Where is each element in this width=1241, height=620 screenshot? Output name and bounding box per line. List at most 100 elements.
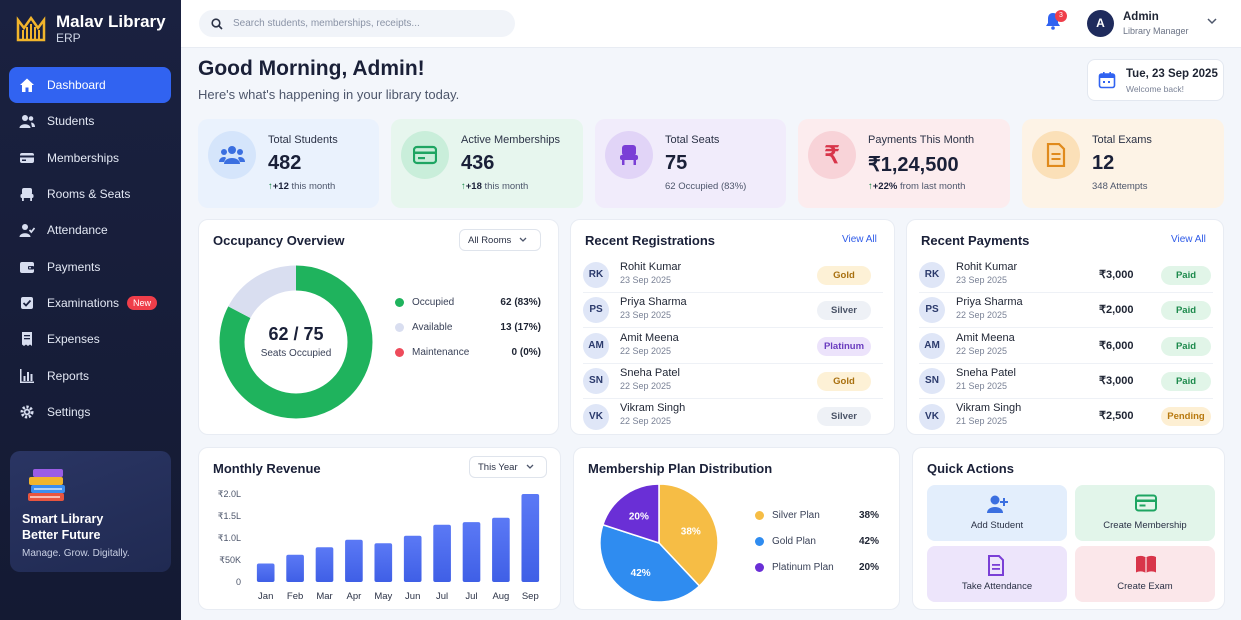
revenue-bar [315, 547, 334, 582]
arrow-up-icon: ↑ [868, 181, 873, 192]
payment-row[interactable]: AM Amit Meena 22 Sep 2025 ₹6,000 Paid [919, 329, 1213, 364]
sidebar-item-examinations[interactable]: Examinations New [9, 285, 171, 321]
payment-amount: ₹6,000 [1099, 339, 1134, 352]
stat-card-total-exams[interactable]: Total Exams 12 348 Attempts [1022, 119, 1224, 208]
chart-icon [20, 368, 34, 383]
sidebar-item-label: Reports [47, 368, 90, 383]
exam-icon [21, 296, 33, 309]
plan-badge: Gold [817, 371, 871, 391]
registration-row[interactable]: RK Rohit Kumar 23 Sep 2025 Gold [583, 258, 883, 293]
revenue-bar [345, 539, 363, 582]
chevron-down-icon[interactable] [1207, 18, 1217, 25]
registrations-title: Recent Registrations [585, 233, 716, 248]
sidebar-item-rooms-seats[interactable]: Rooms & Seats [9, 176, 171, 212]
x-tick-label: Apr [347, 591, 362, 602]
receipt-icon [22, 332, 32, 347]
avatar: RK [919, 262, 945, 288]
legend-occupied: Occupied 62 (83%) [395, 297, 541, 308]
pie-slice [601, 483, 660, 545]
users-icon [219, 146, 245, 164]
stat-card-active-memberships[interactable]: Active Memberships 436 ↑+18 this month [391, 119, 583, 208]
stat-delta: ↑+22% from last month [868, 181, 966, 192]
revenue-bar-chart: ₹2.0L ₹1.5L ₹1.0L ₹50K 0 Jan Feb Mar Apr May Jun Ju… [218, 489, 540, 602]
payment-date: 22 Sep 2025 [956, 345, 1008, 356]
sidebar-item-attendance[interactable]: Attendance [9, 212, 171, 248]
avatar: RK [583, 262, 609, 288]
legend-value: 38% [858, 510, 879, 521]
sidebar-item-payments[interactable]: Payments [9, 248, 171, 284]
plan-badge: Platinum [817, 336, 871, 356]
stat-label: Total Exams [1092, 134, 1152, 146]
student-name: Amit Meena [620, 331, 679, 344]
room-filter-dropdown[interactable]: All Rooms [459, 229, 541, 251]
stat-value: ₹1,24,500 [868, 154, 959, 176]
legend-label: Platinum Plan [772, 562, 834, 573]
payment-amount: ₹3,000 [1099, 374, 1134, 387]
occupancy-card: Occupancy Overview All Rooms 62 / 75 Sea… [198, 219, 559, 435]
user-plus-icon [987, 495, 1008, 513]
stat-card-payments-this-month[interactable]: ₹ Payments This Month ₹1,24,500 ↑+22% fr… [798, 119, 1010, 208]
registration-row[interactable]: PS Priya Sharma 23 Sep 2025 Silver [583, 293, 883, 329]
sidebar-item-label: Expenses [47, 332, 100, 347]
x-tick-label: Sep [522, 591, 539, 602]
sidebar-item-label: Students [47, 114, 95, 129]
registration-row[interactable]: VK Vikram Singh 22 Sep 2025 Silver [583, 399, 883, 434]
notification-count: 3 [1055, 10, 1067, 22]
avatar: VK [919, 403, 945, 430]
sidebar-item-settings[interactable]: Settings [9, 394, 171, 430]
pie-slice [599, 523, 701, 603]
card-icon [1135, 494, 1157, 512]
legend-dot [395, 348, 404, 357]
status-badge: Paid [1161, 266, 1211, 285]
donut-segment-available [219, 265, 373, 419]
wallet-icon [20, 261, 34, 273]
x-tick-label: Jul [436, 591, 448, 602]
stat-value: 75 [665, 152, 688, 174]
year-filter-dropdown[interactable]: This Year [469, 456, 547, 478]
occupancy-title: Occupancy Overview [213, 233, 345, 248]
payment-row[interactable]: VK Vikram Singh 21 Sep 2025 ₹2,500 Pending [919, 399, 1213, 434]
chevron-down-icon [519, 237, 527, 242]
revenue-bar [433, 524, 451, 582]
top-bar: Search students, memberships, receipts..… [181, 0, 1241, 48]
registration-date: 22 Sep 2025 [620, 380, 672, 391]
registrations-view-all-link[interactable]: View All [842, 234, 877, 245]
pie-legend-item: Silver Plan 38% [755, 510, 879, 521]
take-attendance-button[interactable]: Take Attendance [927, 546, 1067, 602]
sidebar-item-memberships[interactable]: Memberships [9, 140, 171, 176]
sidebar-item-label: Settings [47, 404, 91, 419]
sidebar-nav: Dashboard Students Memberships Rooms & S… [9, 67, 171, 430]
promo-tagline: Manage. Grow. Digitally. [22, 548, 130, 559]
sidebar-item-dashboard[interactable]: Dashboard [9, 67, 171, 104]
brand[interactable]: Malav Library ERP [14, 12, 166, 46]
avatar: AM [583, 332, 609, 359]
create-membership-button[interactable]: Create Membership [1075, 485, 1215, 541]
sidebar-item-expenses[interactable]: Expenses [9, 321, 171, 357]
add-student-button[interactable]: Add Student [927, 485, 1067, 541]
avatar[interactable]: A [1087, 10, 1114, 37]
search-input[interactable]: Search students, memberships, receipts..… [199, 10, 515, 37]
page-subtitle: Here's what's happening in your library … [198, 87, 460, 102]
payment-row[interactable]: SN Sneha Patel 21 Sep 2025 ₹3,000 Paid [919, 364, 1213, 399]
stat-card-total-students[interactable]: Total Students 482 ↑+12 this month [198, 119, 379, 208]
y-tick-label: ₹50K [219, 555, 241, 565]
pie-legend-item: Gold Plan 42% [755, 536, 879, 547]
stat-label: Payments This Month [868, 134, 975, 146]
sidebar-item-reports[interactable]: Reports [9, 357, 171, 393]
sidebar-item-label: Payments [47, 259, 101, 274]
search-icon [211, 17, 223, 30]
seat-icon [620, 145, 638, 165]
payment-row[interactable]: PS Priya Sharma 22 Sep 2025 ₹2,000 Paid [919, 293, 1213, 329]
registration-row[interactable]: SN Sneha Patel 22 Sep 2025 Gold [583, 364, 883, 399]
avatar: VK [583, 403, 609, 430]
registration-row[interactable]: AM Amit Meena 22 Sep 2025 Platinum [583, 329, 883, 364]
book-icon [1136, 555, 1156, 573]
sidebar-item-students[interactable]: Students [9, 103, 171, 139]
stat-card-total-seats[interactable]: Total Seats 75 62 Occupied (83%) [595, 119, 786, 208]
user-name[interactable]: Admin [1123, 11, 1159, 23]
donut-center-label: Seats Occupied [260, 348, 332, 359]
create-exam-button[interactable]: Create Exam [1075, 546, 1215, 602]
stat-detail: 348 Attempts [1092, 181, 1148, 192]
payments-view-all-link[interactable]: View All [1171, 234, 1206, 245]
payment-row[interactable]: RK Rohit Kumar 23 Sep 2025 ₹3,000 Paid [919, 258, 1213, 293]
